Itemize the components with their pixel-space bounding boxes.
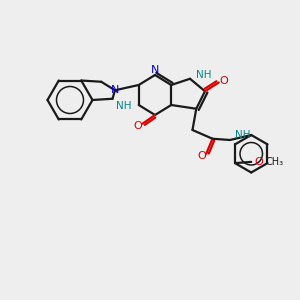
Text: N: N: [151, 65, 159, 75]
Text: CH₃: CH₃: [265, 157, 283, 167]
Text: NH: NH: [196, 70, 212, 80]
Text: O: O: [134, 121, 142, 131]
Text: NH: NH: [235, 130, 250, 140]
Text: O: O: [219, 76, 228, 85]
Text: N: N: [111, 85, 119, 95]
Text: NH: NH: [116, 101, 131, 111]
Text: O: O: [197, 151, 206, 161]
Text: O: O: [254, 157, 263, 167]
